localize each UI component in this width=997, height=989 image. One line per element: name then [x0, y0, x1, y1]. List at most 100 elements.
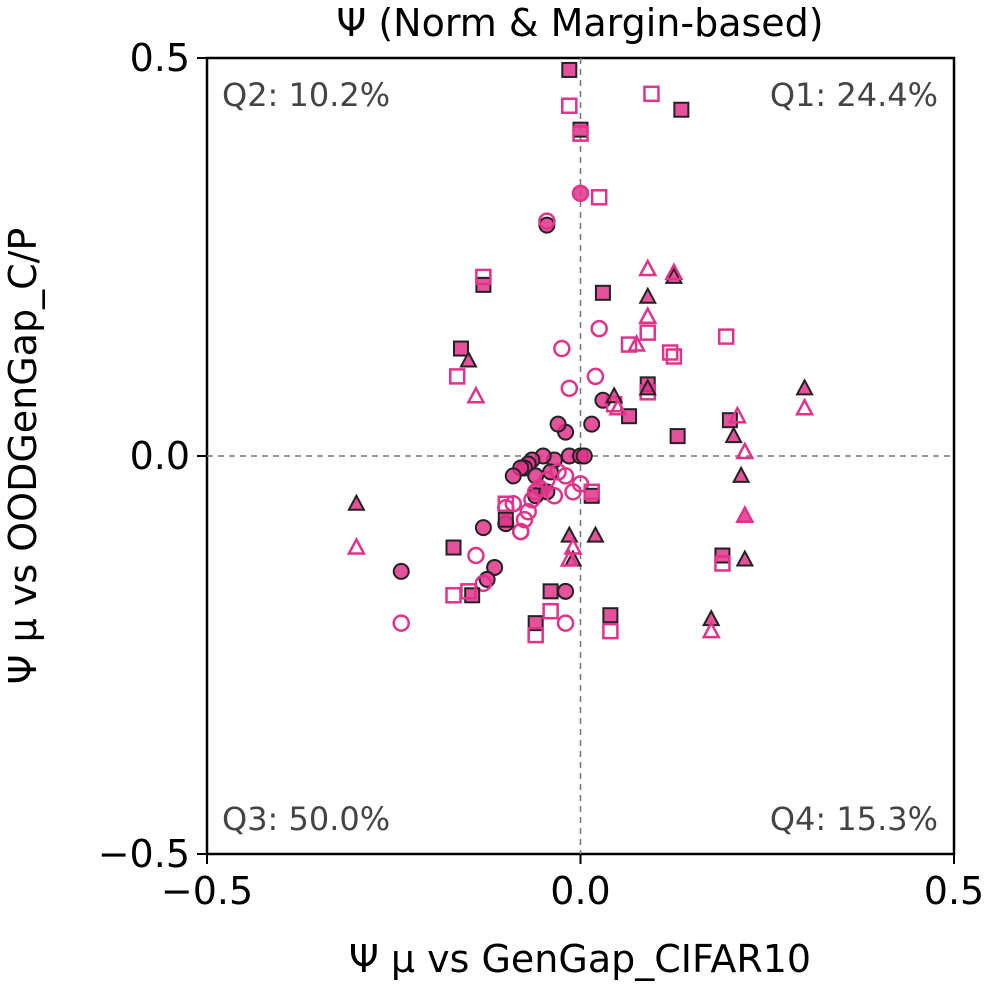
y-tick-label: 0.5 — [130, 36, 190, 80]
data-point-triangle — [559, 548, 579, 567]
quadrant-label-q2: Q2: 10.2% — [222, 76, 390, 114]
data-markers — [346, 61, 815, 644]
data-point-circle — [474, 519, 492, 537]
data-point-circle — [392, 614, 410, 632]
data-point-circle — [504, 467, 522, 485]
data-point-square — [527, 626, 544, 644]
y-axis-label: Ψ μ vs OODGenGap_C/P — [1, 228, 45, 685]
data-point-circle — [590, 319, 608, 338]
data-point-circle — [571, 184, 590, 203]
quadrant-label-q3: Q3: 50.0% — [222, 800, 390, 838]
x-tick-0: −0.5 — [161, 854, 253, 913]
data-point-triangle — [346, 536, 366, 555]
data-point-square — [561, 97, 578, 115]
data-point-triangle — [795, 378, 814, 396]
data-point-triangle — [586, 525, 605, 543]
data-point-circle — [556, 614, 575, 632]
data-point-circle — [511, 522, 530, 541]
data-point-triangle — [466, 385, 486, 404]
y-tick-1: 0.0 — [130, 434, 207, 478]
data-point-circle — [515, 510, 534, 529]
data-point-circle — [538, 212, 556, 230]
data-point-square — [572, 121, 589, 138]
data-point-square — [497, 495, 515, 513]
data-point-circle — [545, 487, 564, 505]
y-tick-label: 0.0 — [130, 434, 190, 478]
data-point-square — [602, 607, 619, 624]
data-point-triangle — [701, 620, 721, 639]
data-point-square — [527, 615, 544, 632]
data-point-circle — [486, 558, 504, 576]
data-point-triangle — [735, 505, 755, 523]
data-point-square — [464, 587, 481, 604]
plot-area: Q2: 10.2% Q1: 24.4% Q3: 50.0% Q4: 15.3% — [205, 56, 956, 856]
data-point-square — [669, 428, 686, 445]
data-point-circle — [575, 447, 593, 465]
quadrant-label-q4: Q4: 15.3% — [770, 800, 938, 838]
data-point-square — [445, 539, 462, 556]
x-tick-label: 0.0 — [550, 869, 610, 913]
data-point-circle — [519, 502, 537, 521]
y-axis: 0.5 0.0 −0.5 Ψ μ vs OODGenGap_C/P — [1, 36, 207, 876]
x-axis: −0.5 0.0 0.5 Ψ μ vs GenGap_CIFAR10 — [161, 854, 984, 981]
data-point-circle — [553, 339, 571, 358]
x-tick-2: 0.5 — [924, 854, 984, 913]
x-tick-label: 0.5 — [924, 869, 984, 913]
data-point-square — [639, 324, 656, 341]
data-point-circle — [560, 379, 579, 398]
data-point-triangle — [347, 493, 366, 511]
y-tick-0: 0.5 — [130, 36, 207, 80]
data-point-triangle — [727, 405, 747, 424]
y-tick-label: −0.5 — [98, 832, 190, 876]
x-tick-label: −0.5 — [161, 869, 253, 913]
data-point-circle — [586, 367, 605, 386]
data-point-circle — [564, 483, 582, 501]
data-point-triangle — [638, 258, 658, 277]
data-point-square — [542, 583, 559, 600]
data-point-circle — [556, 467, 575, 485]
data-point-square — [590, 189, 608, 206]
data-point-triangle — [626, 333, 647, 352]
data-point-square — [673, 101, 690, 118]
data-point-square — [594, 284, 611, 301]
data-point-triangle — [638, 378, 657, 396]
data-point-square — [542, 602, 559, 620]
data-point-triangle — [731, 465, 751, 483]
data-point-square — [661, 344, 679, 361]
data-point-circle — [549, 415, 567, 433]
y-tick-2: −0.5 — [98, 832, 207, 876]
data-point-square — [448, 368, 466, 385]
data-point-square — [714, 555, 731, 572]
data-point-circle — [557, 582, 575, 600]
data-point-triangle — [724, 425, 743, 444]
x-axis-label: Ψ μ vs GenGap_CIFAR10 — [349, 937, 811, 981]
data-point-circle — [538, 471, 556, 489]
quadrant-label-q1: Q1: 24.4% — [770, 76, 938, 114]
series-open-triangles — [346, 258, 815, 639]
data-point-square — [572, 125, 589, 142]
data-point-circle — [478, 570, 496, 588]
data-point-square — [497, 511, 514, 528]
data-point-square — [460, 583, 477, 600]
data-point-triangle — [735, 441, 755, 460]
series-filled-triangles — [347, 266, 814, 627]
data-point-square — [665, 348, 683, 365]
data-point-square — [717, 328, 735, 345]
data-point-triangle — [459, 350, 478, 368]
chart-title: Ψ (Norm & Margin-based) — [336, 1, 823, 45]
data-point-triangle — [563, 536, 583, 555]
data-point-square — [643, 85, 660, 103]
data-point-triangle — [735, 549, 755, 567]
data-point-square — [602, 622, 619, 640]
x-tick-1: 0.0 — [550, 854, 611, 913]
data-point-square — [452, 340, 469, 357]
data-point-square — [475, 268, 492, 286]
data-point-circle — [583, 415, 601, 433]
data-point-circle — [526, 483, 545, 501]
data-point-square — [583, 487, 600, 504]
data-point-triangle — [638, 306, 658, 324]
data-point-square — [583, 483, 600, 501]
data-point-triangle — [664, 262, 684, 281]
data-point-circle — [392, 562, 410, 580]
